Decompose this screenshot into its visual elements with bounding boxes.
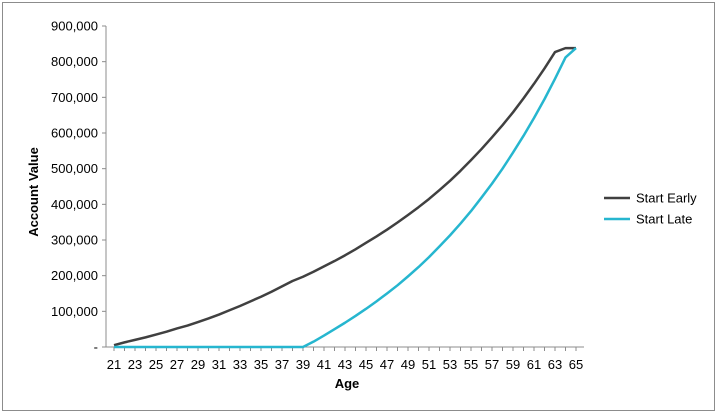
y-tick-label: 200,000 [51,268,98,283]
y-tick-label: 600,000 [51,126,98,141]
y-axis-title: Account Value [26,147,41,237]
legend: Start Early Start Late [604,191,697,227]
legend-label-start-late: Start Late [636,212,692,227]
x-tick-label: 63 [548,357,562,372]
series-layer [113,46,577,349]
x-tick-label: 45 [359,357,373,372]
y-tick-label: 500,000 [51,161,98,176]
y-tick-label: 400,000 [51,197,98,212]
x-tick-label: 29 [191,357,205,372]
series-line-start-early [113,46,576,347]
y-tick-label: - [94,340,98,355]
series-line-start-late [114,47,577,349]
x-tick-label: 51 [422,357,436,372]
x-tick-label: 41 [317,357,331,372]
y-tick-label: 100,000 [51,304,98,319]
y-tick-label: 800,000 [51,54,98,69]
x-tick-label: 55 [464,357,478,372]
x-tick-label: 65 [569,357,583,372]
x-tick-label: 39 [296,357,310,372]
x-tick-label: 35 [254,357,268,372]
legend-label-start-early: Start Early [636,191,697,206]
x-tick-label: 33 [233,357,247,372]
x-tick-label: 31 [212,357,226,372]
x-tick-label: 25 [149,357,163,372]
x-tick-label: 21 [107,357,121,372]
x-tick-label: 49 [401,357,415,372]
x-tick-label: 47 [380,357,394,372]
x-tick-label: 37 [275,357,289,372]
x-tick-label: 27 [170,357,184,372]
x-tick-label: 57 [485,357,499,372]
x-tick-label: 23 [128,357,142,372]
x-axis-title: Age [335,376,360,391]
x-tick-label: 59 [506,357,520,372]
y-axis: - 100,000 200,000 300,000 400,000 500,000 600,… [51,19,107,355]
x-axis: 21 23 25 27 29 31 33 35 37 39 41 43 45 47 49 51 53 55 57 59… [106,346,584,372]
x-tick-label: 43 [338,357,352,372]
y-tick-label: 900,000 [51,19,98,34]
x-tick-label: 53 [443,357,457,372]
x-tick-label: 61 [527,357,541,372]
y-tick-label: 700,000 [51,90,98,105]
y-tick-label: 300,000 [51,233,98,248]
